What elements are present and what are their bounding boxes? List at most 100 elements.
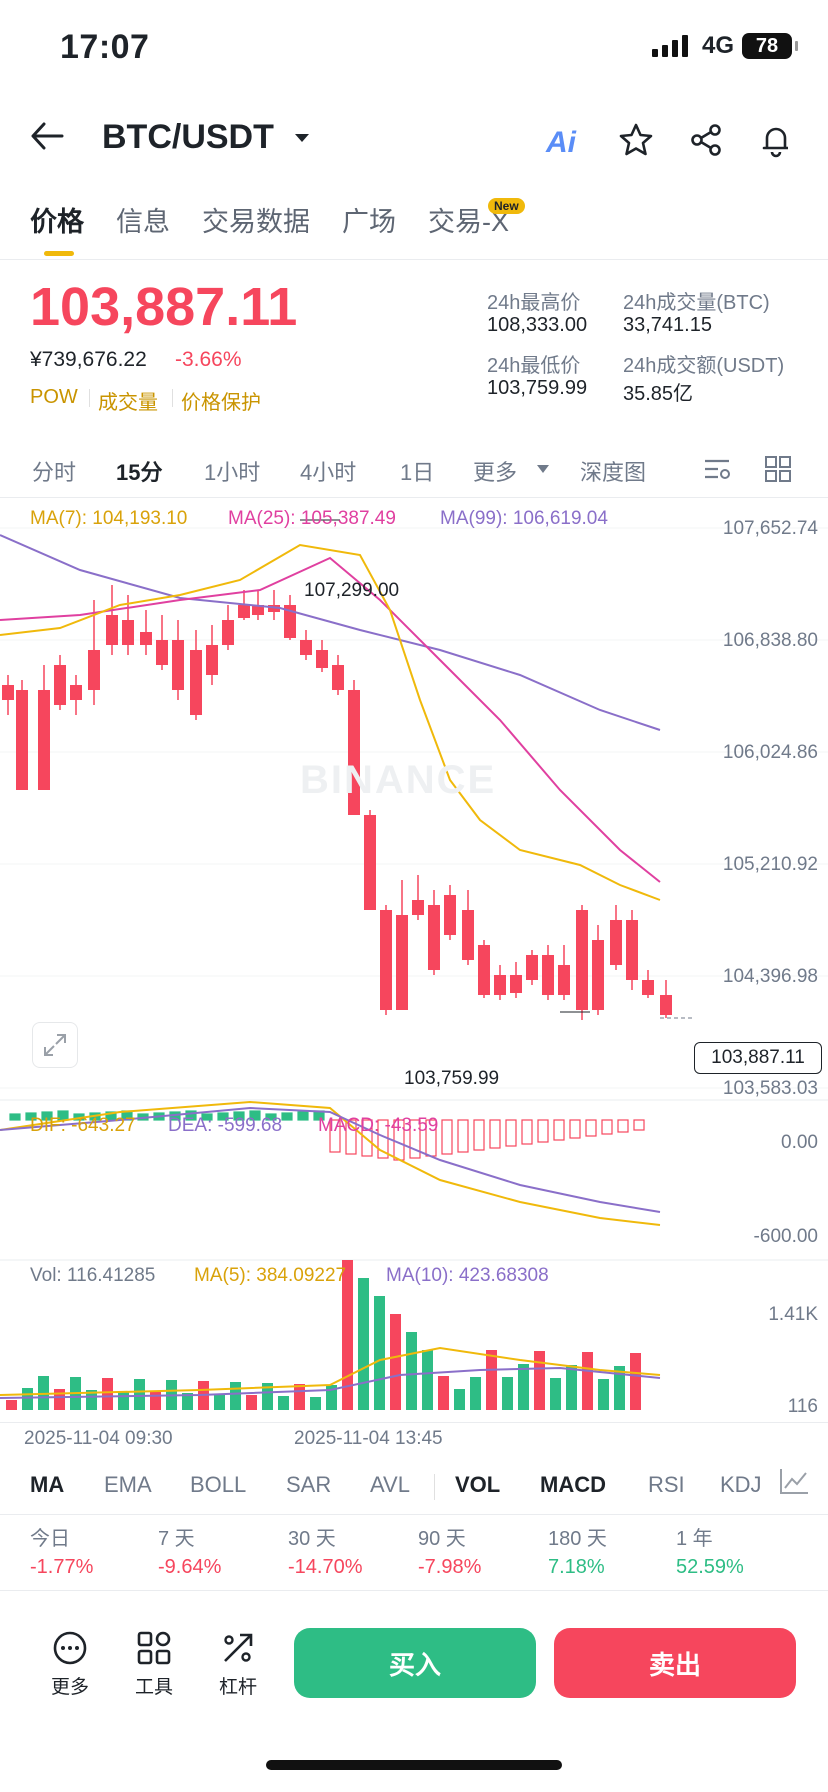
- indicator-settings-icon[interactable]: [778, 1466, 810, 1501]
- macd-bar: [201, 1113, 213, 1121]
- indicator-ma[interactable]: MA: [30, 1472, 65, 1497]
- macd-bar: [233, 1111, 245, 1121]
- home-indicator[interactable]: [266, 1760, 562, 1770]
- back-arrow-icon[interactable]: [30, 118, 64, 161]
- stat-high-value: 108,333.00: [487, 314, 588, 336]
- volume-bar: [534, 1351, 545, 1410]
- interval-time-share[interactable]: 分时: [32, 460, 77, 485]
- tab-square[interactable]: 广场: [342, 207, 396, 237]
- indicator-sar[interactable]: SAR: [286, 1472, 332, 1497]
- interval-more[interactable]: 更多: [473, 460, 518, 485]
- bottom-leverage[interactable]: 杠杆: [208, 1630, 268, 1699]
- candle-body: [478, 945, 490, 995]
- candle-body: [172, 640, 184, 690]
- bottom-more[interactable]: 更多: [40, 1630, 100, 1699]
- perf-period-value: -7.98%: [418, 1556, 482, 1578]
- candle-body: [380, 910, 392, 1010]
- perf-period-label: 1 年: [676, 1528, 713, 1550]
- volume-bar: [22, 1388, 33, 1410]
- network-type: 4G: [701, 32, 734, 59]
- sell-button[interactable]: 卖出: [554, 1628, 796, 1698]
- indicator-rsi[interactable]: RSI: [648, 1472, 685, 1497]
- buy-button[interactable]: 买入: [294, 1628, 536, 1698]
- candle-body: [444, 895, 456, 935]
- candle-body: [542, 955, 554, 995]
- candle-body: [592, 940, 604, 1010]
- macd-bar: [9, 1113, 21, 1121]
- signal-icon: [651, 35, 688, 57]
- indicator-ema[interactable]: EMA: [104, 1472, 152, 1497]
- interval-depth[interactable]: 深度图: [580, 460, 647, 485]
- high-annotation: 107,299.00: [304, 580, 400, 601]
- share-icon[interactable]: [684, 118, 728, 162]
- tag-pow[interactable]: POW: [30, 386, 78, 408]
- volume-bar: [598, 1379, 609, 1410]
- perf-period-value: -9.64%: [158, 1556, 222, 1578]
- candle-body: [156, 640, 168, 665]
- candle-body: [140, 632, 152, 645]
- interval-more-caret-icon[interactable]: [535, 462, 551, 480]
- perf-period-value: -1.77%: [30, 1556, 94, 1578]
- ai-icon[interactable]: Ai: [546, 126, 576, 159]
- indicator-boll[interactable]: BOLL: [190, 1472, 247, 1497]
- candle-body: [642, 980, 654, 995]
- candle-body: [38, 690, 50, 790]
- new-badge: New: [488, 198, 525, 214]
- pair-title[interactable]: BTC/USDT: [102, 118, 274, 156]
- macd-bar: [345, 1119, 357, 1155]
- indicator-macd[interactable]: MACD: [540, 1472, 606, 1497]
- tab-info[interactable]: 信息: [116, 207, 170, 237]
- intervals-divider: [0, 497, 828, 498]
- volume-bar: [566, 1365, 577, 1410]
- volume-bar: [358, 1278, 369, 1410]
- volume-bar: [326, 1385, 337, 1410]
- vol-ma5-legend: MA(5): 384.09227: [194, 1265, 347, 1286]
- volume-bar: [214, 1394, 225, 1410]
- volume-bar: [86, 1390, 97, 1410]
- volume-bar: [438, 1376, 449, 1410]
- candle-body: [364, 815, 376, 910]
- macd-bar: [281, 1112, 293, 1121]
- candle-body: [510, 975, 522, 993]
- tab-trading-data[interactable]: 交易数据: [202, 207, 310, 237]
- indicator-kdj[interactable]: KDJ: [720, 1472, 762, 1497]
- volume-bar: [390, 1314, 401, 1410]
- battery-icon: 78: [742, 33, 798, 59]
- tag-volume[interactable]: 成交量: [98, 392, 158, 414]
- interval-4h[interactable]: 4小时: [300, 460, 357, 485]
- macd-bar: [25, 1112, 37, 1121]
- volume-bar: [278, 1396, 289, 1410]
- stat-low-value: 103,759.99: [487, 377, 588, 399]
- notification-bell-icon[interactable]: [754, 118, 798, 162]
- candle-body: [610, 920, 622, 965]
- candle-body: [252, 605, 264, 615]
- macd-bar: [457, 1119, 469, 1153]
- expand-chart-icon[interactable]: [32, 1022, 78, 1068]
- pair-dropdown-icon[interactable]: [292, 124, 312, 155]
- candle-body: [122, 620, 134, 645]
- interval-15m[interactable]: 15分: [116, 460, 163, 485]
- indicator-avl[interactable]: AVL: [370, 1472, 410, 1497]
- candle-body: [106, 615, 118, 645]
- vol-ma5-line: [0, 1346, 661, 1396]
- interval-1d[interactable]: 1日: [400, 460, 435, 485]
- price-axis-label: 107,652.74: [722, 518, 818, 539]
- indicator-vol[interactable]: VOL: [455, 1472, 501, 1497]
- volume-bar: [374, 1296, 385, 1410]
- macd-bar: [617, 1119, 629, 1133]
- candle-body: [238, 605, 250, 618]
- interval-1h[interactable]: 1小时: [204, 460, 261, 485]
- favorite-star-icon[interactable]: [614, 118, 658, 162]
- chart-settings-icon[interactable]: [702, 455, 732, 488]
- tab-price[interactable]: 价格: [30, 207, 84, 237]
- bottom-tools[interactable]: 工具: [124, 1630, 184, 1699]
- candlestick-chart[interactable]: [0, 490, 828, 1420]
- tab-active-indicator: [44, 251, 74, 256]
- volume-bar: [182, 1393, 193, 1410]
- candle-body: [268, 605, 280, 612]
- macd-bar: [537, 1119, 549, 1143]
- layout-grid-icon[interactable]: [764, 455, 792, 488]
- volume-bar: [342, 1260, 353, 1410]
- perf-period-label: 今日: [30, 1528, 70, 1550]
- tag-price-protection[interactable]: 价格保护: [181, 392, 261, 414]
